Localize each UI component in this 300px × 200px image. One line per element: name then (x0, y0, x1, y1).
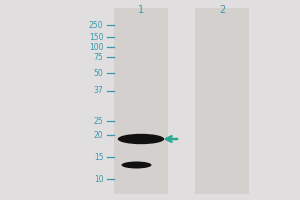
Text: 100: 100 (89, 43, 103, 51)
Bar (114, 8, 168, 194)
Text: 75: 75 (94, 52, 103, 62)
Bar (195, 8, 249, 194)
Text: 150: 150 (89, 32, 103, 42)
Text: 25: 25 (94, 116, 104, 126)
Ellipse shape (118, 134, 164, 144)
Text: 50: 50 (94, 68, 103, 77)
Text: 1: 1 (138, 5, 144, 15)
Text: 20: 20 (94, 130, 104, 140)
Text: 10: 10 (94, 174, 104, 184)
Text: 2: 2 (219, 5, 225, 15)
Text: 250: 250 (89, 21, 103, 29)
Text: 37: 37 (94, 86, 103, 95)
Ellipse shape (122, 162, 152, 168)
Text: 15: 15 (94, 152, 104, 162)
